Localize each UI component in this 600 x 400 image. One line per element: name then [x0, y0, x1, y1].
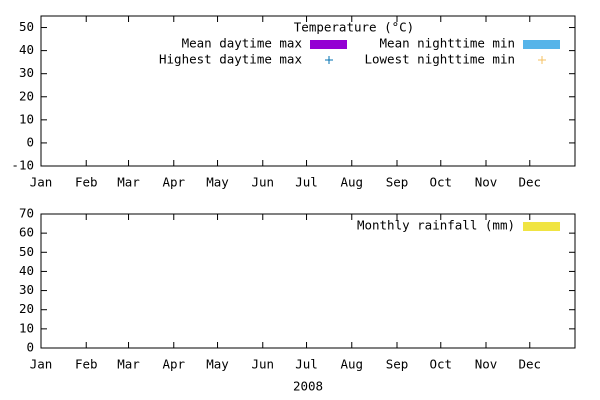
- x-axis-label: 2008: [293, 379, 323, 394]
- legend-title: Temperature (°C): [294, 20, 414, 35]
- x-tick-label: Feb: [75, 175, 98, 190]
- x-tick-label: Aug: [340, 357, 363, 372]
- x-tick-label: Mar: [117, 357, 140, 372]
- y-tick-label: 10: [19, 111, 34, 126]
- plot-frame: [40, 15, 576, 167]
- y-tick-label: 0: [26, 134, 34, 149]
- y-tick-label: 40: [19, 263, 34, 278]
- y-tick-label: 50: [19, 244, 34, 259]
- x-tick-label: Jul: [295, 175, 318, 190]
- y-tick-label: 10: [19, 320, 34, 335]
- legend-label: Monthly rainfall (mm): [357, 218, 515, 233]
- x-tick-label: Nov: [475, 357, 498, 372]
- legend-label: Mean daytime max: [182, 36, 303, 51]
- legend-label: Highest daytime max: [159, 52, 302, 67]
- y-tick-label: 50: [19, 19, 34, 34]
- legend-swatch: [523, 222, 560, 231]
- y-tick-label: 20: [19, 301, 34, 316]
- x-tick-label: May: [206, 175, 229, 190]
- x-tick-label: Jan: [30, 175, 53, 190]
- y-tick-label: 60: [19, 225, 34, 240]
- x-tick-label: Feb: [75, 357, 98, 372]
- x-tick-label: Dec: [518, 175, 541, 190]
- x-tick-label: Oct: [429, 175, 452, 190]
- legend-swatch: [310, 40, 347, 49]
- y-tick-label: 40: [19, 42, 34, 57]
- legend-label: Mean nighttime min: [380, 36, 515, 51]
- y-tick-label: 70: [19, 206, 34, 221]
- y-tick-label: 30: [19, 65, 34, 80]
- plot-frame: [40, 213, 576, 349]
- x-tick-label: Sep: [386, 175, 409, 190]
- x-tick-label: Mar: [117, 175, 140, 190]
- x-tick-label: Jan: [30, 357, 53, 372]
- x-tick-label: Apr: [162, 357, 185, 372]
- legend-label: Lowest nighttime min: [364, 52, 515, 67]
- x-tick-label: Jun: [251, 175, 274, 190]
- y-tick-label: 20: [19, 88, 34, 103]
- legend-swatch: [523, 40, 560, 49]
- x-tick-label: Jun: [251, 357, 274, 372]
- x-tick-label: Dec: [518, 357, 541, 372]
- y-tick-label: 0: [26, 340, 34, 355]
- x-tick-label: Sep: [386, 357, 409, 372]
- x-tick-label: Jul: [295, 357, 318, 372]
- x-tick-label: Aug: [340, 175, 363, 190]
- x-tick-label: May: [206, 357, 229, 372]
- y-tick-label: 30: [19, 282, 34, 297]
- y-tick-label: -10: [11, 158, 34, 173]
- x-tick-label: Apr: [162, 175, 185, 190]
- x-tick-label: Oct: [429, 357, 452, 372]
- x-tick-label: Nov: [475, 175, 498, 190]
